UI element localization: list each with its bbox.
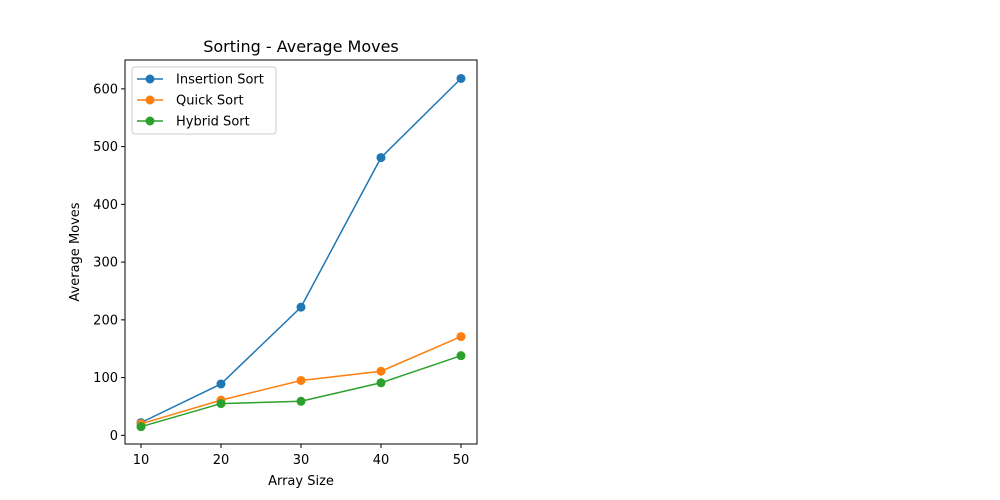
hybrid-sort-point bbox=[296, 396, 306, 406]
quick-sort-point bbox=[296, 375, 306, 385]
quick-sort-legend-label: Quick Sort bbox=[176, 94, 244, 109]
x-axis: 10 20 30 40 50 bbox=[133, 444, 470, 468]
y-tick-label: 300 bbox=[93, 256, 118, 271]
hybrid-sort-point bbox=[456, 351, 466, 361]
insertion-sort-point bbox=[216, 379, 226, 389]
chart-title: Sorting - Average Moves bbox=[203, 37, 399, 56]
legend: Insertion Sort Quick Sort Hybrid Sort bbox=[131, 66, 277, 135]
x-axis-label: Array Size bbox=[268, 474, 334, 489]
quick-sort-point bbox=[456, 332, 466, 342]
series-layer bbox=[136, 73, 466, 432]
y-tick-label: 600 bbox=[93, 82, 118, 97]
x-tick-label: 10 bbox=[133, 453, 150, 468]
y-axis: 0 100 200 300 400 500 600 bbox=[93, 82, 125, 444]
y-tick-label: 0 bbox=[110, 429, 118, 444]
x-tick-label: 40 bbox=[373, 453, 390, 468]
x-tick-label: 20 bbox=[213, 453, 230, 468]
x-tick-label: 50 bbox=[453, 453, 470, 468]
y-axis-label: Average Moves bbox=[68, 202, 83, 301]
y-tick-label: 500 bbox=[93, 140, 118, 155]
x-tick-label: 30 bbox=[293, 453, 310, 468]
hybrid-sort-legend-label: Hybrid Sort bbox=[176, 115, 250, 130]
insertion-sort-point bbox=[456, 73, 466, 83]
hybrid-sort-point bbox=[136, 422, 146, 432]
y-tick-label: 400 bbox=[93, 198, 118, 213]
insertion-sort-legend-label: Insertion Sort bbox=[176, 73, 264, 88]
insertion-sort-point bbox=[376, 153, 386, 163]
hybrid-sort-point bbox=[376, 378, 386, 388]
y-tick-label: 200 bbox=[93, 313, 118, 328]
hybrid-sort-point bbox=[216, 399, 226, 409]
insertion-sort-legend-marker bbox=[145, 74, 155, 84]
quick-sort-legend-marker bbox=[145, 95, 155, 105]
legend-box bbox=[131, 66, 277, 135]
y-tick-label: 100 bbox=[93, 371, 118, 386]
hybrid-sort-legend-marker bbox=[145, 116, 155, 126]
insertion-sort-point bbox=[296, 302, 306, 312]
quick-sort-point bbox=[376, 366, 386, 376]
